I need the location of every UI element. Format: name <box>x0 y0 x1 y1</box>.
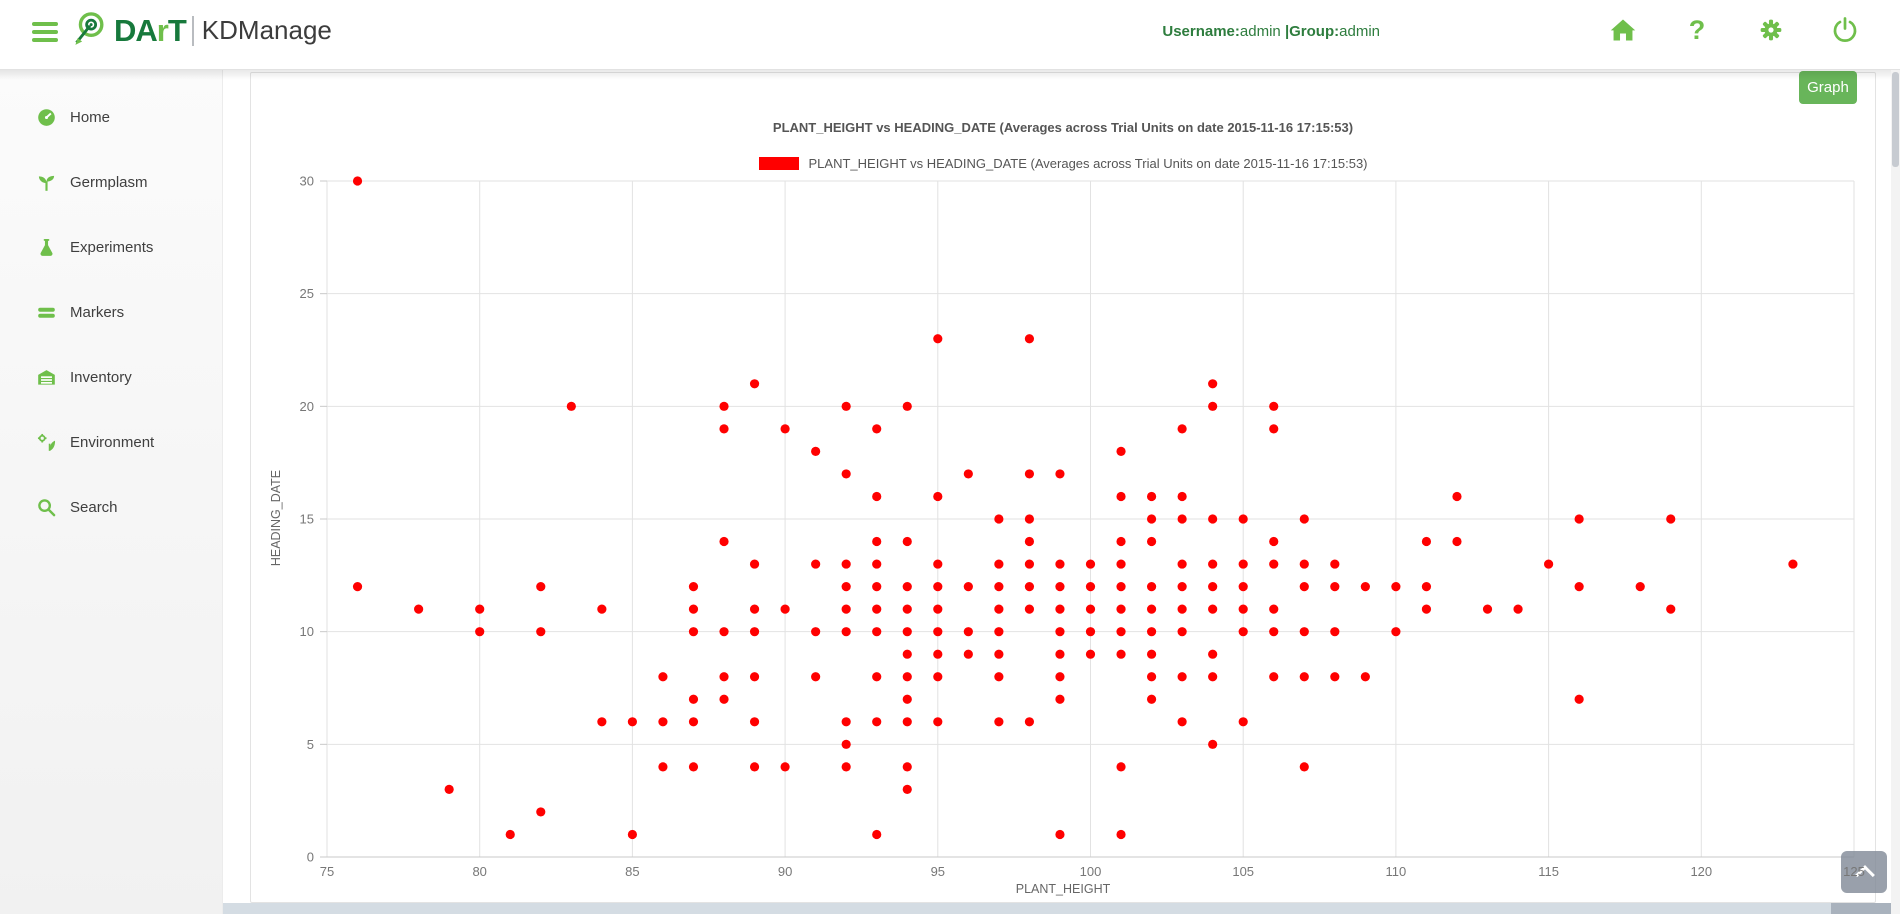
sidebar-item-label: Inventory <box>70 368 132 386</box>
home-icon[interactable] <box>1608 15 1638 45</box>
chart-title: PLANT_HEIGHT vs HEADING_DATE (Averages a… <box>772 120 1354 135</box>
sidebar-item-label: Markers <box>70 303 125 321</box>
legend-label: PLANT_HEIGHT vs HEADING_DATE (Averages a… <box>808 156 1368 171</box>
user-info: Username:admin |Group:admin <box>1162 23 1380 40</box>
user-group-divider: | <box>1284 23 1290 40</box>
storage-icon <box>36 367 56 387</box>
environment-icon <box>36 432 56 452</box>
chevron-up-icon <box>1855 865 1875 885</box>
sidebar-item-environment[interactable]: Environment <box>0 415 222 469</box>
brand-name: DArT <box>114 12 187 48</box>
settings-gear-icon[interactable] <box>1756 15 1786 45</box>
help-icon[interactable]: ? <box>1688 14 1706 45</box>
header-bar: DArT KDManage Username:admin |Group:admi… <box>0 0 1900 70</box>
graph-button[interactable]: Graph <box>1799 71 1857 104</box>
vertical-scrollbar[interactable] <box>1891 70 1900 914</box>
seedling-icon <box>36 172 56 192</box>
sidebar-nav: Home Germplasm Experiments <box>0 70 223 914</box>
bars-icon <box>36 302 56 322</box>
scatter-plot <box>320 176 1855 858</box>
x-axis-title: PLANT_HEIGHT <box>1015 882 1111 896</box>
sidebar-item-home[interactable]: Home <box>0 90 222 144</box>
vertical-scrollbar-thumb[interactable] <box>1892 72 1899 167</box>
sidebar-item-experiments[interactable]: Experiments <box>0 220 222 274</box>
sidebar-item-germplasm[interactable]: Germplasm <box>0 155 222 209</box>
username-label: Username: <box>1162 23 1240 40</box>
legend-swatch <box>758 157 799 170</box>
sidebar-item-label: Search <box>70 498 118 516</box>
brand-logo[interactable]: DArT KDManage <box>72 10 332 51</box>
chart-card <box>250 72 1876 903</box>
group-value: admin <box>1339 23 1380 40</box>
horizontal-scrollbar[interactable] <box>223 903 1891 914</box>
username-value: admin <box>1239 23 1285 40</box>
sidebar-item-label: Environment <box>70 433 155 451</box>
sidebar-item-search[interactable]: Search <box>0 480 222 534</box>
sidebar-item-label: Experiments <box>70 238 154 256</box>
chart-legend: PLANT_HEIGHT vs HEADING_DATE (Averages a… <box>250 156 1876 171</box>
power-logout-icon[interactable] <box>1830 15 1860 45</box>
horizontal-scrollbar-thumb[interactable] <box>1831 903 1891 914</box>
flask-icon <box>36 237 56 257</box>
sidebar-item-inventory[interactable]: Inventory <box>0 350 222 404</box>
sidebar-item-markers[interactable]: Markers <box>0 285 222 339</box>
sidebar-item-label: Germplasm <box>70 173 148 191</box>
header-icon-group: ? <box>1608 15 1860 45</box>
brand-divider <box>191 15 194 46</box>
sidebar-item-label: Home <box>70 108 111 126</box>
dart-target-icon <box>72 10 108 51</box>
search-icon <box>36 497 56 517</box>
hamburger-menu-icon[interactable] <box>32 22 58 44</box>
group-label: Group: <box>1289 23 1340 40</box>
scroll-to-top-button[interactable] <box>1841 851 1887 893</box>
dashboard-icon <box>36 107 56 127</box>
product-name: KDManage <box>201 15 332 45</box>
